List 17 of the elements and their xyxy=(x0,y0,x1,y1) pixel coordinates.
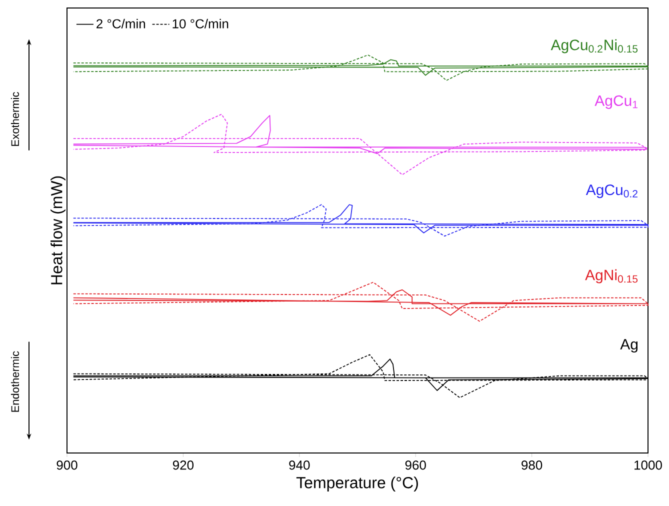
annotation: AgCu$_{1}$ xyxy=(594,95,638,109)
x-tick-label: 1000 xyxy=(634,460,662,470)
x-tick-label: 940 xyxy=(289,460,310,470)
x-tick-label: 920 xyxy=(172,460,194,470)
x-tick-label: 980 xyxy=(522,460,542,470)
annotation: AgCu$_{0.2}$ xyxy=(586,184,638,198)
annotation: AgNi$_{0.15}$ xyxy=(585,269,638,284)
text: AgCu$_{0.2}$Ni$_{0.15}$ xyxy=(550,39,638,54)
text: Endothermic xyxy=(10,351,20,412)
text: Exothermic xyxy=(10,92,20,146)
x-tick-label: 960 xyxy=(405,460,426,470)
y-axis-title: Heat flow (mW) xyxy=(50,176,66,284)
annotation: Ag xyxy=(620,339,638,353)
legend-label: 10 °C/min xyxy=(172,18,228,28)
x-tick-label: 900 xyxy=(56,460,78,470)
legend-label: 2 °C/min xyxy=(96,18,146,28)
x-axis-title: Temperature (°C) xyxy=(296,476,418,492)
